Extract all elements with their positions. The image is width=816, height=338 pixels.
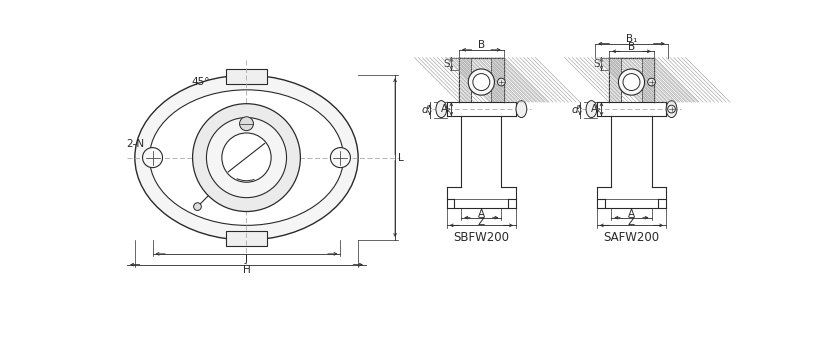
Text: A₂: A₂ xyxy=(441,104,451,114)
Ellipse shape xyxy=(586,101,596,118)
Bar xyxy=(641,57,654,102)
Text: SAFW200: SAFW200 xyxy=(603,231,659,244)
Text: L: L xyxy=(397,152,403,163)
Text: S: S xyxy=(593,59,600,69)
Text: d: d xyxy=(572,105,579,115)
Bar xyxy=(226,231,268,246)
Text: A: A xyxy=(478,209,485,219)
Circle shape xyxy=(619,69,645,95)
Ellipse shape xyxy=(149,90,344,225)
Text: H: H xyxy=(242,265,251,275)
Circle shape xyxy=(648,78,655,86)
Text: Z: Z xyxy=(628,217,635,226)
Text: 45°: 45° xyxy=(191,77,210,87)
Ellipse shape xyxy=(516,101,527,118)
Ellipse shape xyxy=(135,75,358,240)
Text: d: d xyxy=(422,105,428,115)
Circle shape xyxy=(240,117,254,131)
Circle shape xyxy=(468,69,494,95)
Text: B: B xyxy=(628,43,635,52)
Ellipse shape xyxy=(436,101,446,118)
Circle shape xyxy=(143,148,162,168)
Circle shape xyxy=(193,203,202,211)
Text: SBFW200: SBFW200 xyxy=(454,231,509,244)
Circle shape xyxy=(472,74,490,91)
Text: A₂: A₂ xyxy=(591,104,601,114)
Bar xyxy=(491,57,503,102)
Text: J: J xyxy=(245,254,248,264)
Ellipse shape xyxy=(666,101,677,118)
Circle shape xyxy=(623,74,640,91)
Bar xyxy=(459,57,472,102)
Text: Z: Z xyxy=(478,217,485,226)
Bar xyxy=(610,57,622,102)
Circle shape xyxy=(498,78,505,86)
Bar xyxy=(226,69,268,84)
Text: 2-N: 2-N xyxy=(126,139,144,149)
Text: S: S xyxy=(443,59,450,69)
Circle shape xyxy=(222,133,271,182)
Circle shape xyxy=(193,104,300,212)
Circle shape xyxy=(206,118,286,198)
Text: A: A xyxy=(628,209,635,219)
Text: B₁: B₁ xyxy=(626,34,637,44)
Circle shape xyxy=(330,148,350,168)
Text: B: B xyxy=(478,40,485,50)
